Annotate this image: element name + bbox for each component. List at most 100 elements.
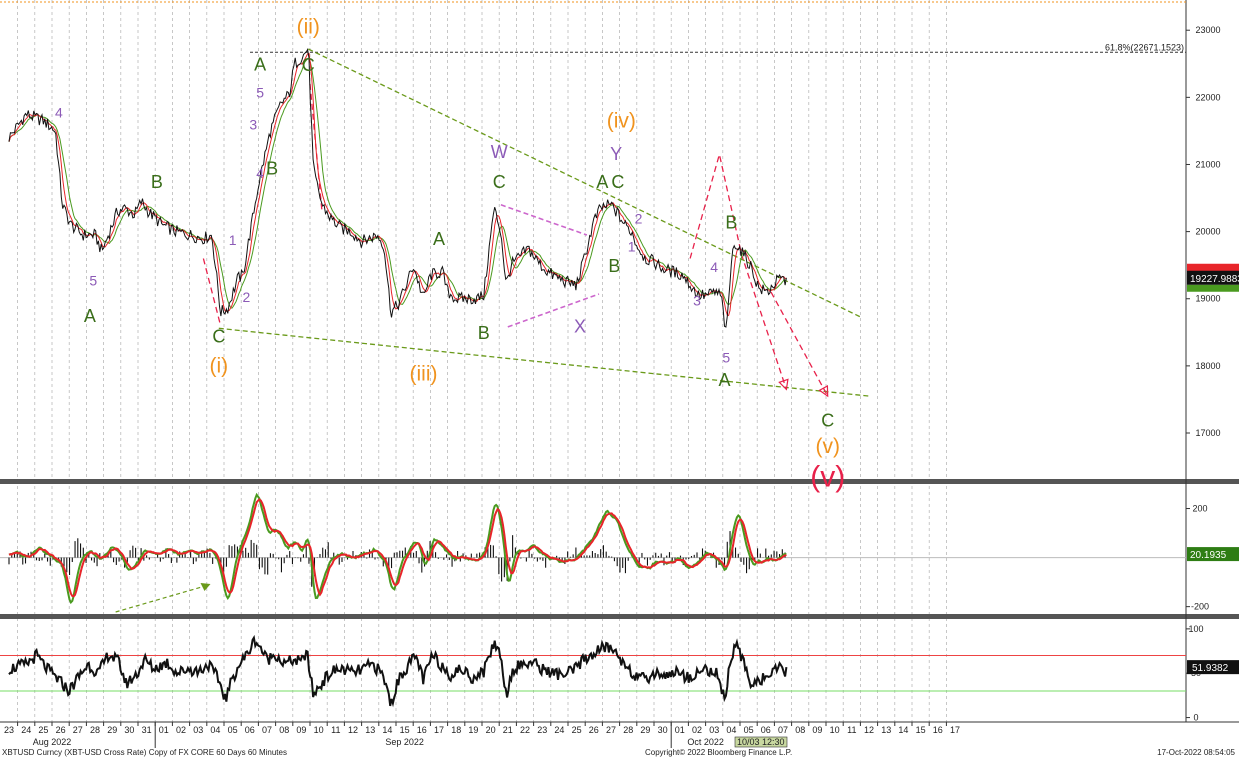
wave-label: 5 (89, 272, 97, 288)
month-label: Oct 2022 (687, 737, 724, 747)
x-axis: 23 24 25 26 27 28 29 30 31 01 02 03 04 05 06 07 08 09 10 11… (4, 722, 960, 748)
x-tick-label: 23 (537, 725, 547, 735)
x-tick-label: 08 (279, 725, 289, 735)
x-tick-label: 04 (726, 725, 736, 735)
price-tag-black (1187, 270, 1239, 285)
x-tick-label: 03 (709, 725, 719, 735)
wave-label: B (478, 323, 490, 343)
projection-path (770, 291, 829, 397)
x-tick-label: 27 (73, 725, 83, 735)
price-y-axis: 17000 18000 19000 20000 21000 22000 23000 (1186, 25, 1221, 438)
wave-label: C (302, 55, 315, 75)
x-tick-label: 01 (675, 725, 685, 735)
wave-label: A (433, 229, 445, 249)
x-tick-label: 26 (56, 725, 66, 735)
wave-label: 3 (693, 292, 701, 308)
wave-label: A (254, 54, 266, 74)
wave-label: B (608, 256, 620, 276)
price-y-tick-label: 21000 (1195, 159, 1220, 169)
rsi-y-tick-label: 100 (1188, 624, 1203, 634)
x-tick-label: 09 (296, 725, 306, 735)
x-tick-label: 24 (554, 725, 564, 735)
x-tick-label: 16 (933, 725, 943, 735)
oscillator-last-value: 20.1935 (1190, 550, 1227, 561)
wave-label: 1 (628, 239, 636, 255)
price-y-tick-label: 22000 (1195, 92, 1220, 102)
x-tick-label: 14 (898, 725, 908, 735)
wave-label: (i) (210, 355, 229, 378)
month-labels: Aug 2022 Sep 2022 Oct 2022 (33, 737, 724, 747)
oscillator-green-line (8, 492, 787, 605)
wave-label: B (266, 159, 278, 179)
wave-label: (ii) (297, 16, 320, 39)
x-tick-label: 04 (210, 725, 220, 735)
rsi-last-value: 51.9382 (1192, 663, 1229, 674)
x-tick-label: 20 (486, 725, 496, 735)
month-label: Sep 2022 (385, 737, 424, 747)
x-tick-label: 07 (262, 725, 272, 735)
price-y-tick-label: 18000 (1195, 361, 1220, 371)
x-tick-label: 10 (830, 725, 840, 735)
price-series (8, 47, 787, 328)
grid (17, 0, 947, 722)
footer-timestamp: 17-Oct-2022 08:54:05 (1157, 748, 1235, 757)
footer-security-description: XBTUSD Curncy (XBT-USD Cross Rate) Copy … (2, 748, 287, 757)
projection-path (689, 154, 788, 390)
cursor-time-box (734, 736, 788, 748)
price-y-tick-label: 19000 (1195, 294, 1220, 304)
x-tick-label: 02 (176, 725, 186, 735)
x-tick-label: 28 (90, 725, 100, 735)
wave-label: X (574, 316, 586, 336)
x-tick-label: 01 (159, 725, 169, 735)
x-tick-label: 15 (400, 725, 410, 735)
panel-separator (0, 614, 1239, 619)
x-tick-label: 27 (606, 725, 616, 735)
panel-separator (0, 479, 1239, 484)
wave-label: (iii) (410, 363, 438, 386)
price-y-tick-label: 20000 (1195, 227, 1220, 237)
wave-label: 3 (249, 117, 257, 133)
x-tick-label: 21 (503, 725, 513, 735)
month-label: Aug 2022 (33, 737, 72, 747)
x-tick-label: 29 (640, 725, 650, 735)
x-tick-label: 15 (916, 725, 926, 735)
wave-label: Y (610, 144, 622, 164)
projection-arrow-head (818, 385, 829, 398)
price-tag-red (1187, 263, 1239, 272)
x-tick-label: 17 (950, 725, 960, 735)
projection-path (202, 258, 222, 326)
wave-label: C (212, 326, 225, 346)
wave-label: C (611, 172, 624, 192)
x-tick-label: 29 (107, 725, 117, 735)
rsi-last-value-tag (1187, 660, 1239, 675)
x-tick-label: 11 (847, 725, 856, 735)
trendlines (202, 48, 870, 398)
x-tick-label: 12 (864, 725, 874, 735)
footer-copyright: Copyright© 2022 Bloomberg Finance L.P. (645, 748, 793, 757)
price-line (8, 47, 787, 328)
x-tick-label: 13 (881, 725, 891, 735)
price-y-tick-label: 23000 (1195, 25, 1220, 35)
x-tick-label: 06 (245, 725, 255, 735)
oscillator-red-line (8, 498, 787, 598)
oscillator-panel: -200 200 20.1935 (0, 492, 1239, 613)
price-last-value-tag: 19227.9883 (1187, 263, 1239, 292)
x-tick-label: 10 (314, 725, 324, 735)
x-tick-label: 11 (331, 725, 340, 735)
x-tick-label: 22 (520, 725, 530, 735)
wave-label: B (151, 172, 163, 192)
lower-trendline (218, 327, 870, 397)
wave-label: (v) (815, 435, 840, 458)
x-tick-label: 30 (658, 725, 668, 735)
fib-618-label: 61.8%(22671.1523) (1105, 42, 1184, 52)
wave-label: W (491, 142, 508, 162)
x-tick-label: 16 (417, 725, 427, 735)
wave-label: (v) (810, 461, 845, 494)
x-tick-label: 03 (193, 725, 203, 735)
wave-label: 2 (635, 211, 643, 227)
oscillator-y-tick-label: 200 (1192, 504, 1207, 514)
wave-label: A (84, 306, 96, 326)
x-tick-label: 31 (142, 725, 152, 735)
